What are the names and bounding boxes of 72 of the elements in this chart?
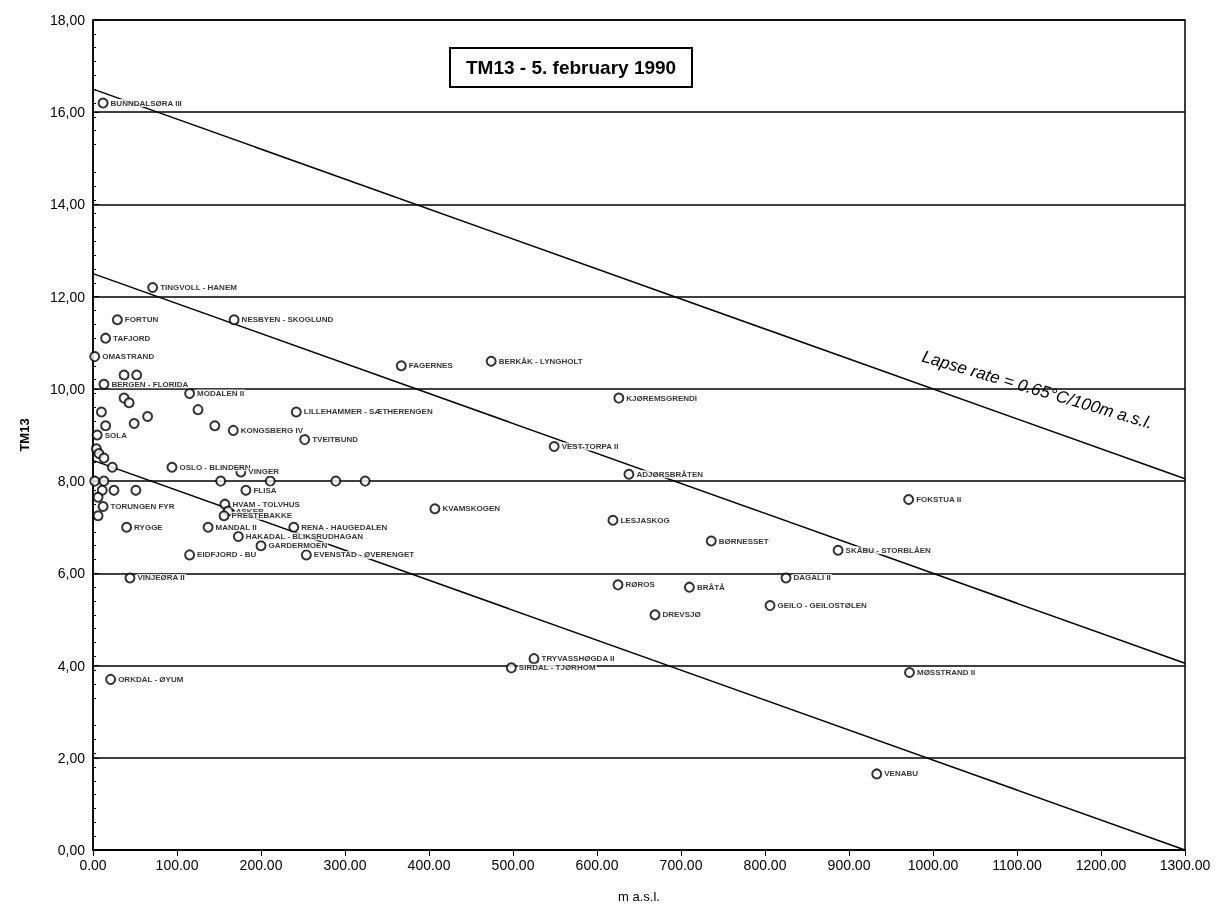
data-label: RØROS [625,580,656,590]
data-label: GARDERMOEN [268,541,328,551]
y-tick-label: 18,00 [49,12,86,28]
y-tick-label: 14,00 [49,196,86,213]
x-tick-label: 1100.00 [992,857,1042,873]
x-tick-label: 500.00 [491,857,535,873]
y-tick-label: 16,00 [49,104,86,121]
data-label: MODALEN II [197,389,245,398]
data-label: RYGGE [134,522,164,532]
y-axis-title: TM13 [17,418,32,452]
data-label: HVAM - TOLVHUS [232,499,301,509]
data-label: BUNNDALSØRA III [110,98,182,108]
x-tick-label: 400.00 [407,857,451,873]
y-tick-label: 0,00 [57,842,86,858]
data-label: ORKDAL - ØYUM [118,674,184,684]
x-tick-label: 300.00 [323,857,367,873]
data-label: ADJØRSBRÅTEN [636,469,704,479]
x-tick-label: 0.00 [79,857,107,873]
data-label: PRESTEBAKKE [231,511,293,521]
y-tick-label: 6,00 [57,565,86,582]
x-tick-label: 1300.00 [1159,857,1211,873]
data-label: TINGVOLL - HANEM [160,282,238,292]
data-label: HAKADAL - BLIKSRUDHAGAN [245,531,364,541]
x-tick-label: 700.00 [659,857,703,873]
y-tick-label: 8,00 [57,473,86,490]
text: TM13 - 5. february 1990 [466,57,677,78]
data-label: FOKSTUA II [916,495,962,505]
data-label: VENABU [884,769,919,779]
data-label: FLISA [253,485,277,495]
data-label: GEILO - GEILOSTØLEN [777,601,868,611]
x-tick-label: 900.00 [827,857,871,873]
data-label: TVEITBUND [312,435,359,445]
data-label: TRYVASSHØGDA II [541,654,615,664]
data-label: FORTUN [124,315,159,325]
data-label: OMASTRAND [102,352,155,362]
x-tick-label: 100.00 [155,857,199,873]
x-tick-label: 600.00 [575,857,619,873]
data-label: SIRDAL - TJØRHOM [518,663,596,673]
x-tick-label: 1200.00 [1075,857,1127,873]
data-label: KJØREMSGRENDI [626,393,698,403]
data-label: MØSSTRAND II [916,667,976,677]
y-tick-label: 10,00 [49,380,86,397]
data-label: KONGSBERG IV [240,425,304,435]
data-label: MANDAL II [215,522,257,532]
data-label: KVAMSKOGEN [442,504,501,514]
x-tick-label: 1000.00 [907,857,959,873]
data-label: TAFJORD [113,333,151,343]
data-label: SKÅBU - STORBLÅEN [845,545,931,555]
data-label: BERGEN - FLORIDA [111,379,189,389]
y-tick-label: 2,00 [57,749,86,766]
data-label: RENA - HAUGEDALEN [301,522,388,532]
data-label: VINGER [248,467,280,477]
data-label: SOLA [104,430,128,440]
y-tick-label: 12,00 [49,288,86,305]
x-axis-title: m a.s.l. [618,889,660,904]
data-label: BERKÅK - LYNGHOLT [498,356,583,366]
data-label: BØRNESSET [718,536,769,546]
data-label: EVENSTAD - ØVERENGET [313,550,415,560]
data-label: VINJEØRA II [137,573,185,583]
data-label: LESJASKOG [620,515,670,525]
x-tick-label: 200.00 [239,857,283,873]
data-label: DREVSJØ [662,610,701,620]
x-tick-label: 800.00 [743,857,787,873]
data-label: LILLEHAMMER - SÆTHERENGEN [303,407,433,417]
data-label: EIDFJORD - BU [197,550,257,560]
data-label: TORUNGEN FYR [110,501,175,511]
data-label: NESBYEN - SKOGLUND [241,315,334,325]
data-label: BRÅTÅ [696,582,726,592]
data-label: FAGERNES [408,361,454,371]
y-tick-label: 4,00 [57,657,86,674]
data-label: VEST-TORPA II [561,442,619,452]
data-label: DAGALI II [793,573,831,583]
